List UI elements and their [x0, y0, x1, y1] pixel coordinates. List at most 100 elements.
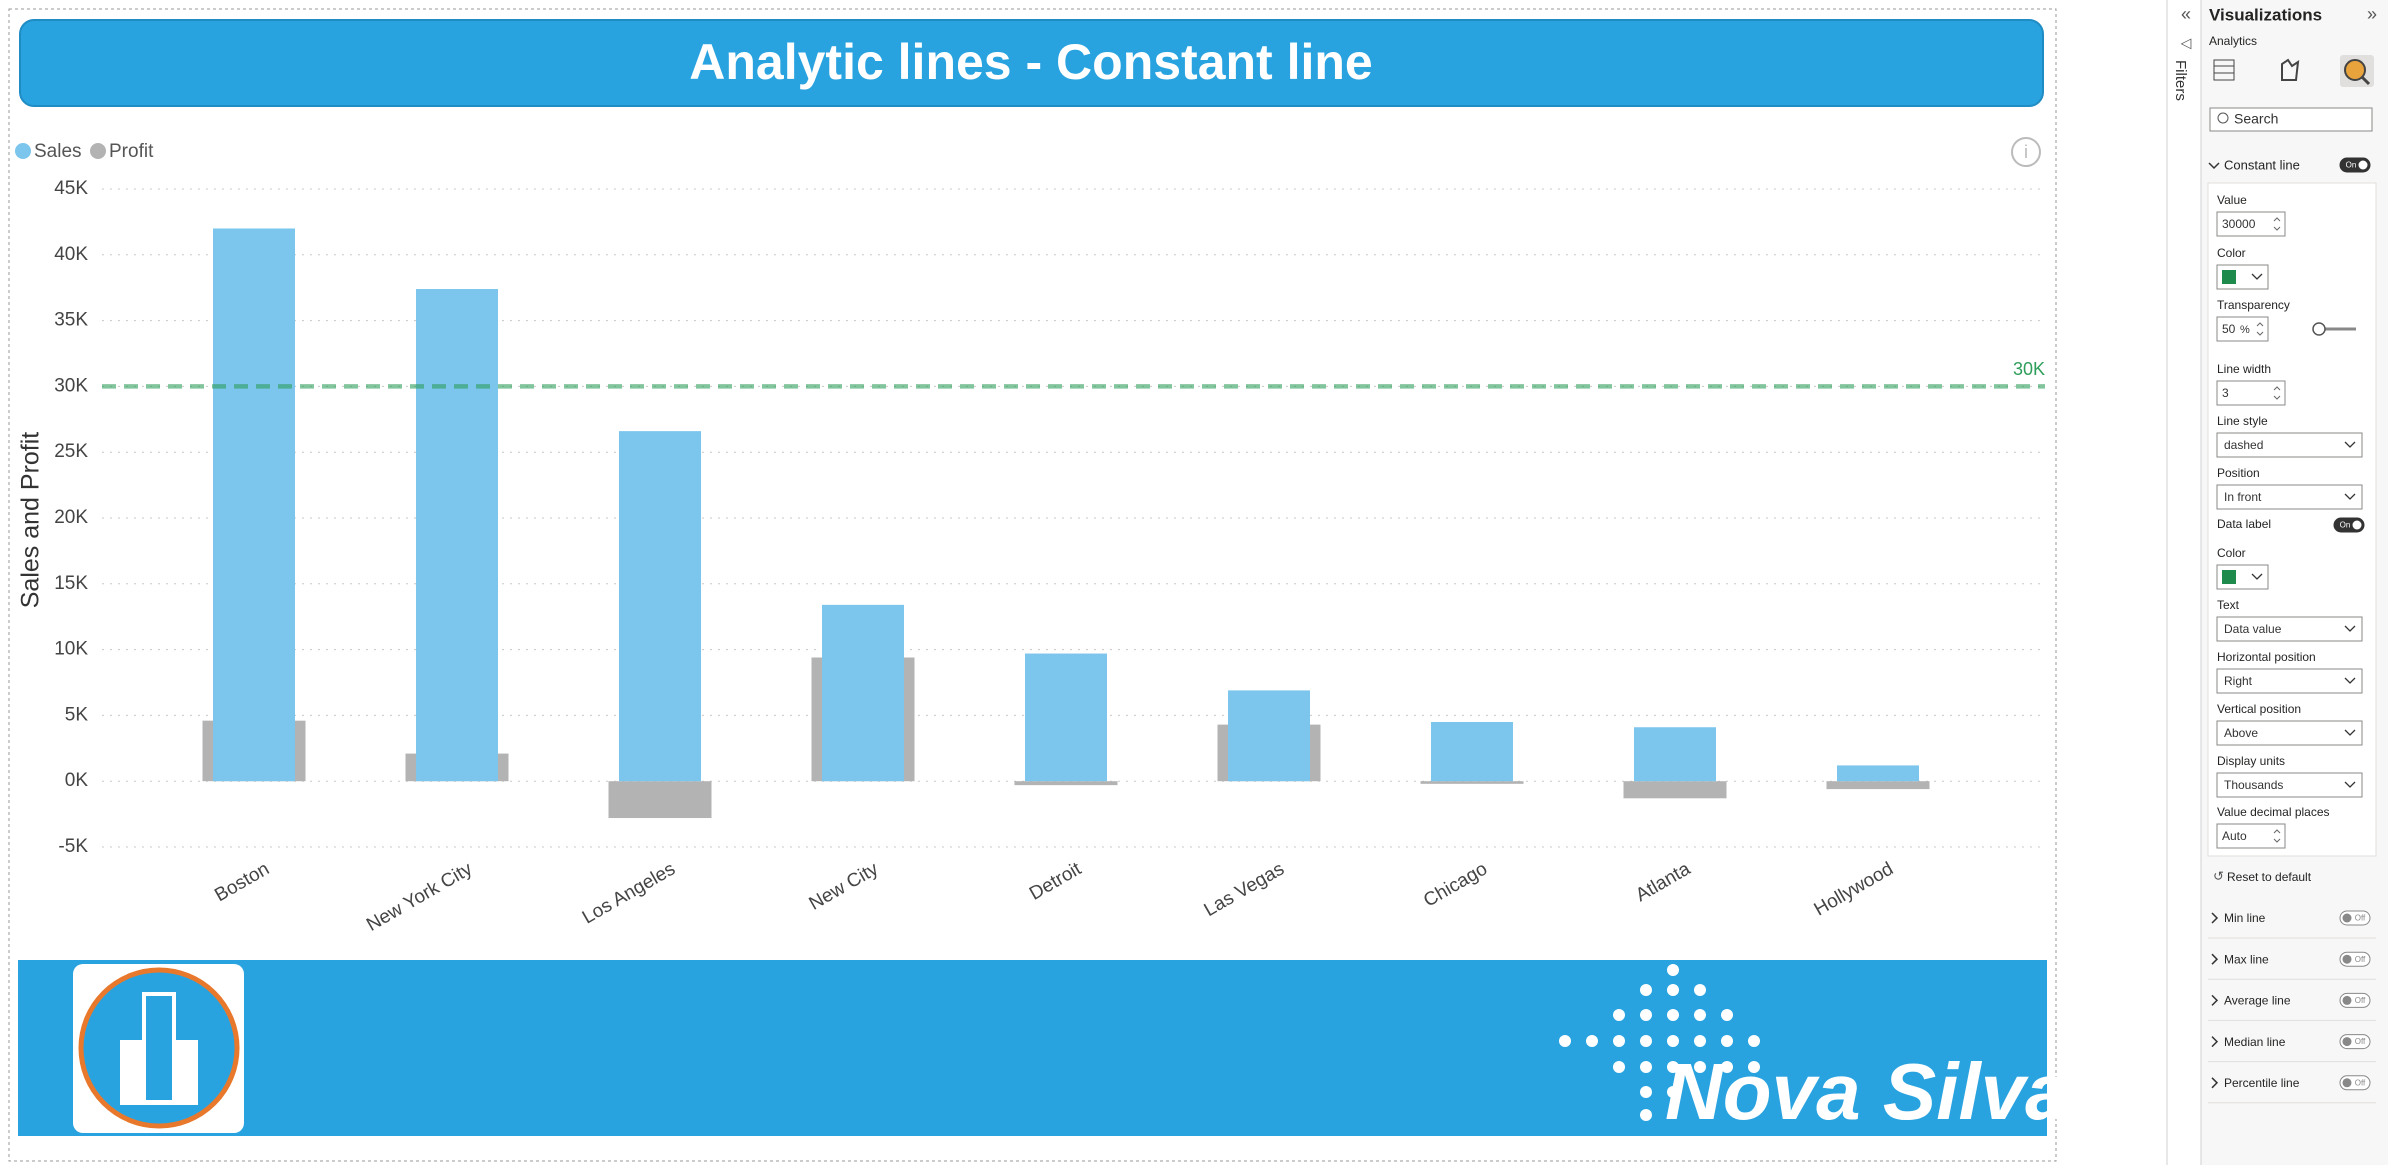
dropdown-value: In front [2224, 490, 2262, 504]
panel-title: Visualizations [2209, 5, 2322, 24]
section-title[interactable]: Min line [2224, 911, 2266, 925]
bar [213, 228, 295, 782]
dropdown-value: Above [2224, 726, 2258, 740]
y-tick-label: 15K [54, 573, 88, 594]
y-tick-label: 30K [54, 375, 88, 396]
toggle-knob [2358, 160, 2368, 170]
section-title[interactable]: Average line [2224, 994, 2291, 1008]
section-title[interactable]: Constant line [2224, 157, 2300, 172]
info-icon[interactable] [2011, 137, 2041, 167]
input-box[interactable] [2216, 823, 2286, 849]
expand-icon[interactable]: » [2367, 4, 2377, 24]
y-tick-label: 35K [54, 310, 88, 331]
spin-down[interactable] [2273, 395, 2281, 400]
y-tick-label: 10K [54, 639, 88, 660]
section-chevron[interactable] [2211, 912, 2219, 924]
section-chevron[interactable] [2211, 994, 2219, 1006]
bar [1228, 690, 1310, 782]
input-value: 3 [2222, 386, 2229, 400]
field-label: Value [2217, 193, 2247, 207]
logo-dots [1559, 964, 1760, 1121]
input-box[interactable] [2216, 211, 2286, 237]
bar [1837, 765, 1919, 782]
spin-up[interactable] [2256, 322, 2264, 327]
spin-down[interactable] [2273, 838, 2281, 843]
dropdown-value: Thousands [2224, 778, 2283, 792]
toggle-label: On [2346, 161, 2357, 170]
filters-tab[interactable]: Filters [2172, 60, 2189, 101]
chevron [2344, 677, 2356, 684]
spin-down[interactable] [2256, 331, 2264, 336]
chevron [2251, 573, 2263, 580]
x-tick-label: Atlanta [1632, 858, 1694, 906]
field-label: Color [2217, 546, 2246, 560]
collapse-icon[interactable]: « [2181, 4, 2191, 24]
section-chevron[interactable] [2211, 1077, 2219, 1089]
dropdown[interactable] [2216, 668, 2363, 694]
slider-knob[interactable] [2312, 322, 2326, 336]
toggle-knob [2342, 954, 2352, 964]
toggle-knob [2342, 995, 2352, 1005]
section-chevron[interactable] [2211, 1036, 2219, 1048]
input-value: Auto [2222, 829, 2247, 843]
y-tick-label: 40K [54, 244, 88, 265]
search-box[interactable] [2209, 107, 2373, 132]
input-box[interactable] [2216, 380, 2286, 406]
chevron [2344, 493, 2356, 500]
toggle-knob [2342, 1078, 2352, 1088]
dropdown-value: Right [2224, 674, 2253, 688]
dropdown[interactable] [2216, 484, 2363, 510]
analytics-icon[interactable] [2344, 59, 2366, 81]
input-unit: % [2240, 324, 2250, 336]
field-label: Line width [2217, 362, 2271, 376]
dropdown-value: Data value [2224, 622, 2282, 636]
bar [1431, 721, 1513, 782]
input-box[interactable] [2216, 316, 2269, 342]
section-title[interactable]: Median line [2224, 1035, 2286, 1049]
dropdown[interactable] [2216, 772, 2363, 798]
chevron [2344, 625, 2356, 632]
dropdown[interactable] [2216, 720, 2363, 746]
logo-text: Nova Silva [1665, 1047, 2070, 1136]
color-swatch [2222, 270, 2236, 284]
spin-down[interactable] [2273, 226, 2281, 231]
section-chevron[interactable] [2208, 162, 2220, 170]
dropdown[interactable] [2216, 616, 2363, 642]
visual-border [8, 8, 2057, 1162]
bar [1025, 653, 1107, 782]
search-icon [2217, 112, 2229, 124]
dropdown[interactable] [2216, 432, 2363, 458]
bar [1014, 781, 1118, 786]
field-label: Data label [2217, 517, 2271, 531]
toggle-label: Off [2355, 914, 2366, 923]
reset-button[interactable]: Reset to default [2227, 870, 2312, 884]
x-tick-label: New York City [363, 858, 476, 936]
legend-swatch [90, 143, 106, 159]
section-title[interactable]: Max line [2224, 952, 2269, 966]
bar [822, 604, 904, 782]
input-value: 50 [2222, 322, 2236, 336]
y-tick-label: -5K [58, 836, 88, 857]
logo-building [120, 992, 198, 1105]
search-placeholder: Search [2234, 111, 2278, 127]
section-chevron[interactable] [2211, 953, 2219, 965]
dropdown-value: dashed [2224, 438, 2263, 452]
spin-up[interactable] [2273, 217, 2281, 222]
section-title[interactable]: Percentile line [2224, 1076, 2300, 1090]
field-label: Vertical position [2217, 702, 2301, 716]
y-tick-label: 0K [65, 770, 89, 791]
y-tick-label: 45K [54, 178, 88, 199]
y-tick-label: 25K [54, 441, 88, 462]
bar [1634, 727, 1716, 782]
toggle-knob [2352, 520, 2362, 530]
chevron [2251, 273, 2263, 280]
format-icon[interactable] [2281, 58, 2300, 81]
build-icon[interactable] [2213, 59, 2235, 81]
color-swatch [2222, 570, 2236, 584]
legend-label: Profit [109, 141, 154, 162]
filter-icon[interactable]: ◁ [2181, 35, 2192, 51]
chevron [2344, 729, 2356, 736]
spin-up[interactable] [2273, 829, 2281, 834]
spin-up[interactable] [2273, 386, 2281, 391]
